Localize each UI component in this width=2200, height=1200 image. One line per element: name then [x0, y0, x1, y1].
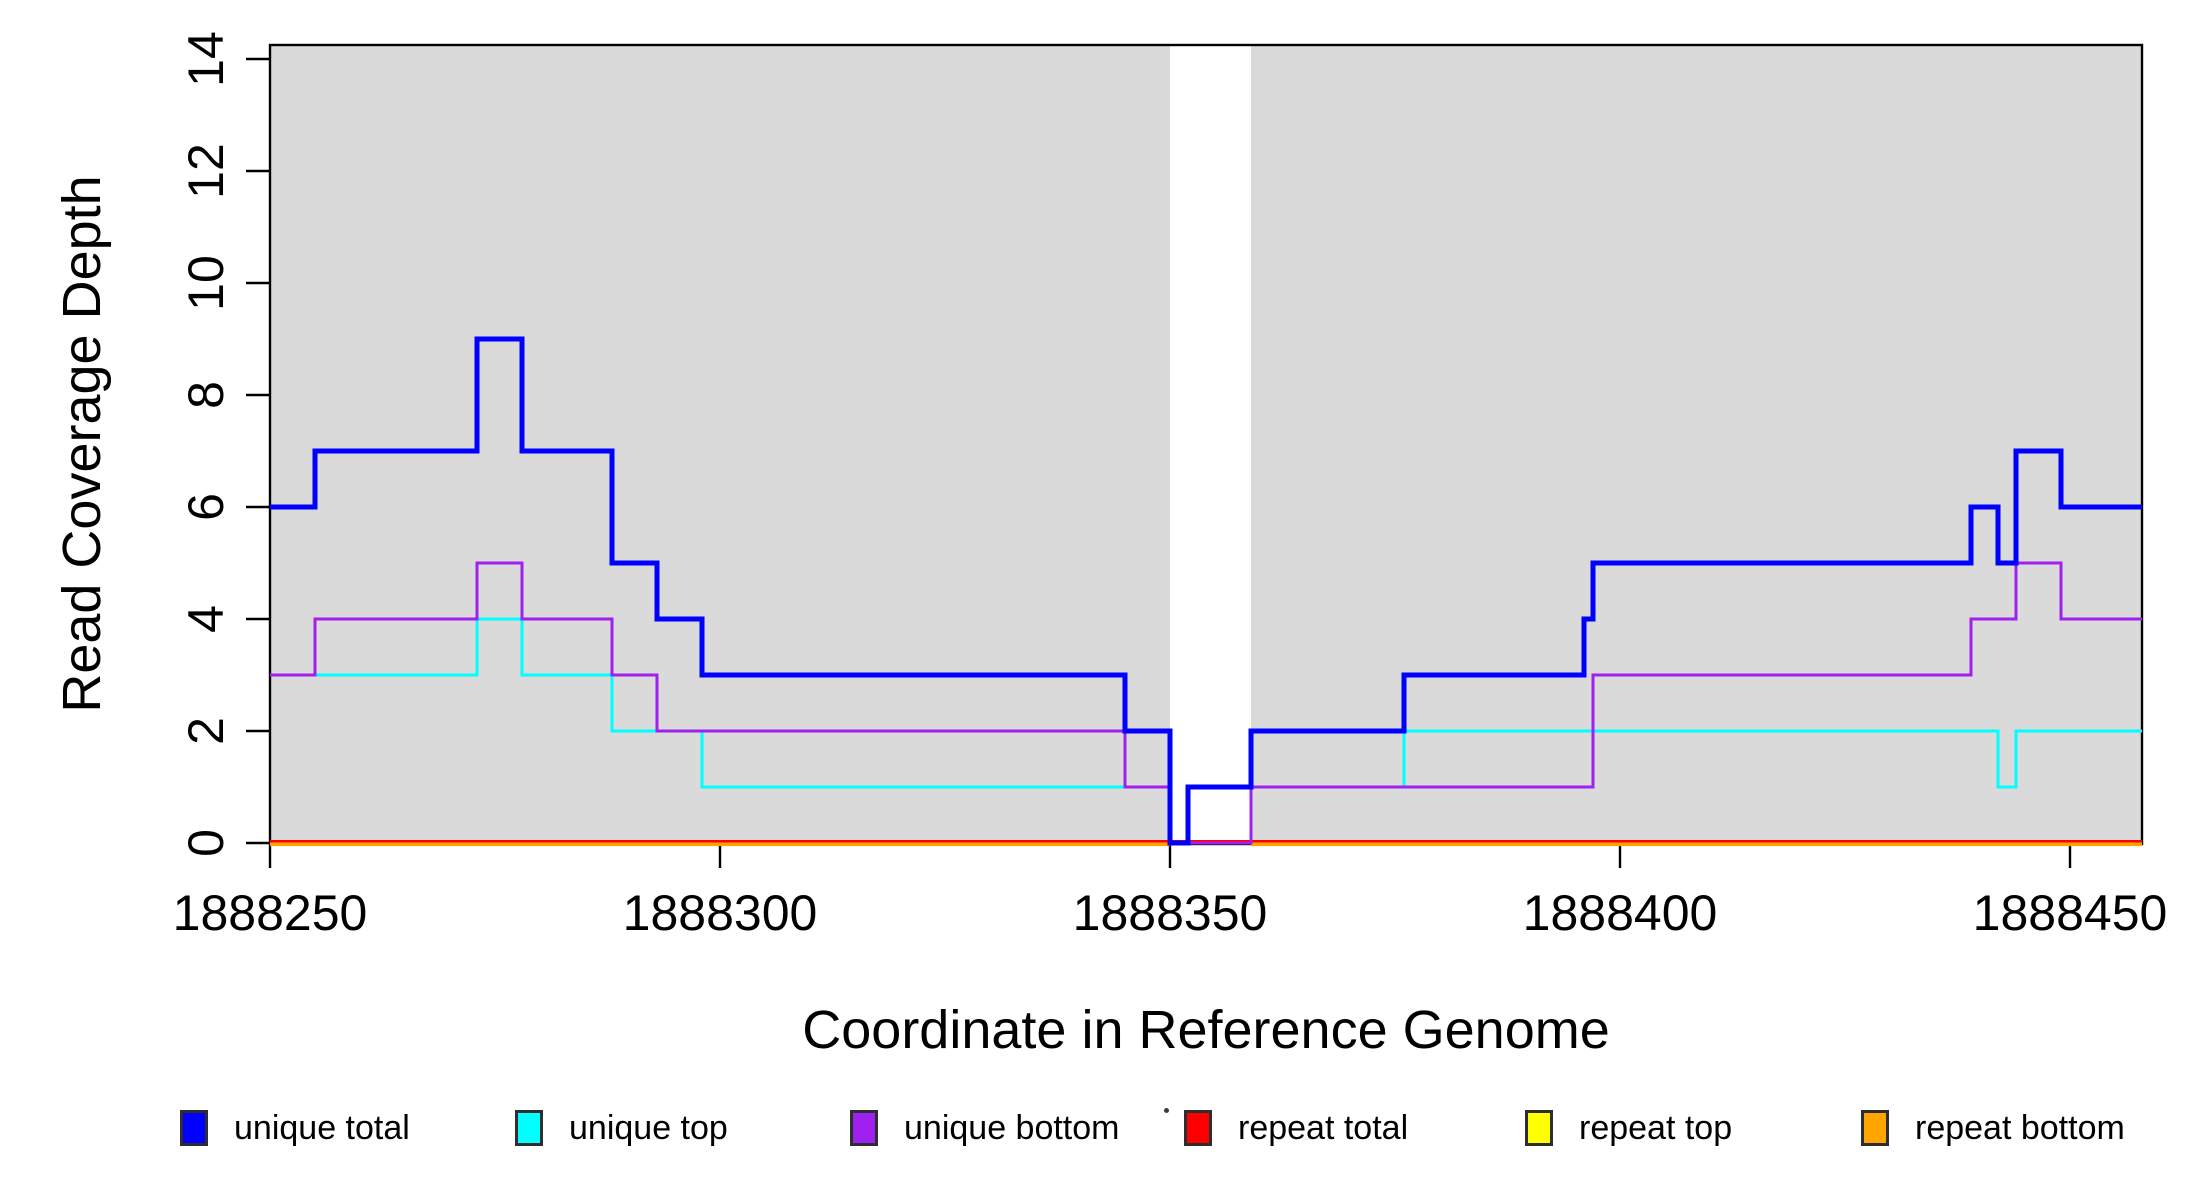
repeat-bottom-swatch-icon — [1861, 1110, 1889, 1146]
artifact-dot — [1164, 1108, 1169, 1113]
x-tick-label-1888350: 1888350 — [1072, 885, 1268, 941]
y-tick-label-14: 14 — [178, 31, 234, 87]
y-axis-title: Read Coverage Depth — [52, 175, 112, 713]
legend-item-repeat-bottom: repeat bottom — [1861, 1106, 2125, 1150]
legend-item-unique-total: unique total — [180, 1106, 410, 1150]
legend-label: unique total — [234, 1108, 410, 1147]
y-tick-label-10: 10 — [178, 255, 234, 311]
y-tick-label-2: 2 — [178, 717, 234, 745]
legend-item-repeat-total: repeat total — [1184, 1106, 1408, 1150]
legend-label: unique top — [569, 1108, 728, 1147]
x-axis-title: Coordinate in Reference Genome — [802, 1000, 1610, 1060]
y-tick-label-8: 8 — [178, 381, 234, 409]
x-tick-label-1888400: 1888400 — [1522, 885, 1718, 941]
legend-label: repeat total — [1238, 1108, 1409, 1147]
y-tick-label-12: 12 — [178, 143, 234, 199]
repeat-total-swatch-icon — [1184, 1110, 1212, 1146]
x-tick-label-1888250: 1888250 — [172, 885, 368, 941]
legend-item-repeat-top: repeat top — [1525, 1106, 1732, 1150]
repeat-top-swatch-icon — [1525, 1110, 1553, 1146]
legend-label: unique bottom — [904, 1108, 1120, 1147]
legend-label: repeat bottom — [1915, 1108, 2125, 1147]
legend-label: repeat top — [1579, 1108, 1733, 1147]
y-tick-label-0: 0 — [178, 829, 234, 857]
unique-top-swatch-icon — [515, 1110, 543, 1146]
unique-total-swatch-icon — [180, 1110, 208, 1146]
x-tick-label-1888450: 1888450 — [1972, 885, 2168, 941]
legend-item-unique-bottom: unique bottom — [850, 1106, 1120, 1150]
x-tick-label-1888300: 1888300 — [622, 885, 818, 941]
legend-item-unique-top: unique top — [515, 1106, 728, 1150]
unique-bottom-swatch-icon — [850, 1110, 878, 1146]
y-tick-label-4: 4 — [178, 605, 234, 633]
y-tick-label-6: 6 — [178, 493, 234, 521]
